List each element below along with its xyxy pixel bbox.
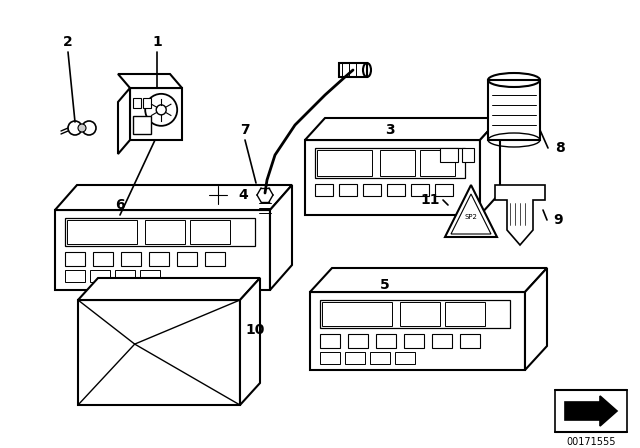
Polygon shape: [525, 268, 547, 370]
Polygon shape: [118, 74, 182, 88]
Text: 2: 2: [63, 35, 73, 49]
Bar: [78, 300, 240, 405]
Circle shape: [145, 94, 177, 126]
Circle shape: [156, 105, 166, 115]
Bar: [258, 200, 272, 217]
Bar: [488, 80, 540, 140]
Bar: [65, 270, 85, 282]
Polygon shape: [480, 118, 500, 215]
Bar: [404, 334, 424, 348]
Bar: [205, 252, 225, 266]
Bar: [149, 252, 169, 266]
Text: 3: 3: [385, 123, 395, 137]
Polygon shape: [451, 194, 491, 234]
Polygon shape: [305, 118, 500, 140]
Bar: [115, 270, 135, 282]
Bar: [260, 195, 270, 202]
Text: 7: 7: [240, 123, 250, 137]
Bar: [315, 148, 465, 178]
Bar: [133, 116, 151, 134]
Bar: [445, 302, 485, 326]
Bar: [363, 184, 381, 196]
Bar: [310, 292, 525, 370]
Bar: [395, 352, 415, 364]
Text: 4: 4: [238, 188, 248, 202]
Bar: [348, 334, 368, 348]
Bar: [177, 252, 197, 266]
Bar: [322, 302, 392, 326]
Bar: [305, 140, 480, 215]
Polygon shape: [310, 268, 547, 292]
Text: SP2: SP2: [465, 214, 477, 220]
Bar: [420, 150, 455, 176]
Text: 1: 1: [152, 35, 162, 49]
Bar: [320, 300, 510, 328]
Bar: [432, 334, 452, 348]
Bar: [317, 150, 372, 176]
Bar: [67, 220, 137, 244]
Circle shape: [78, 124, 86, 132]
Bar: [339, 184, 357, 196]
Bar: [387, 184, 405, 196]
Text: 10: 10: [245, 323, 265, 337]
Bar: [376, 334, 396, 348]
Circle shape: [68, 121, 82, 135]
Bar: [65, 252, 85, 266]
Bar: [345, 352, 365, 364]
Bar: [315, 184, 333, 196]
Bar: [462, 148, 474, 162]
Bar: [133, 98, 141, 108]
Bar: [130, 88, 182, 140]
Polygon shape: [55, 185, 292, 210]
Bar: [190, 220, 230, 244]
Bar: [140, 270, 160, 282]
Bar: [555, 390, 627, 432]
Bar: [435, 184, 453, 196]
Circle shape: [209, 186, 227, 204]
Polygon shape: [78, 278, 260, 300]
Bar: [145, 220, 185, 244]
Circle shape: [82, 121, 96, 135]
Polygon shape: [240, 278, 260, 405]
Text: 11: 11: [420, 193, 440, 207]
Bar: [339, 63, 367, 77]
Polygon shape: [118, 88, 130, 154]
Text: 6: 6: [115, 198, 125, 212]
Bar: [143, 98, 151, 108]
Bar: [400, 302, 440, 326]
Bar: [121, 252, 141, 266]
Polygon shape: [270, 185, 292, 290]
Bar: [411, 184, 429, 196]
Text: 5: 5: [380, 278, 390, 292]
Text: 00171555: 00171555: [566, 437, 616, 447]
Bar: [440, 148, 458, 162]
Text: 9: 9: [553, 213, 563, 227]
Bar: [380, 150, 415, 176]
Bar: [320, 352, 340, 364]
Polygon shape: [445, 185, 497, 237]
Bar: [320, 334, 340, 348]
Bar: [90, 270, 110, 282]
Bar: [370, 352, 390, 364]
Bar: [55, 210, 270, 290]
Bar: [65, 218, 255, 246]
Text: 8: 8: [555, 141, 565, 155]
Polygon shape: [495, 185, 545, 245]
Polygon shape: [565, 396, 617, 426]
Bar: [460, 334, 480, 348]
Polygon shape: [260, 217, 270, 227]
Bar: [93, 252, 113, 266]
Circle shape: [214, 191, 222, 199]
